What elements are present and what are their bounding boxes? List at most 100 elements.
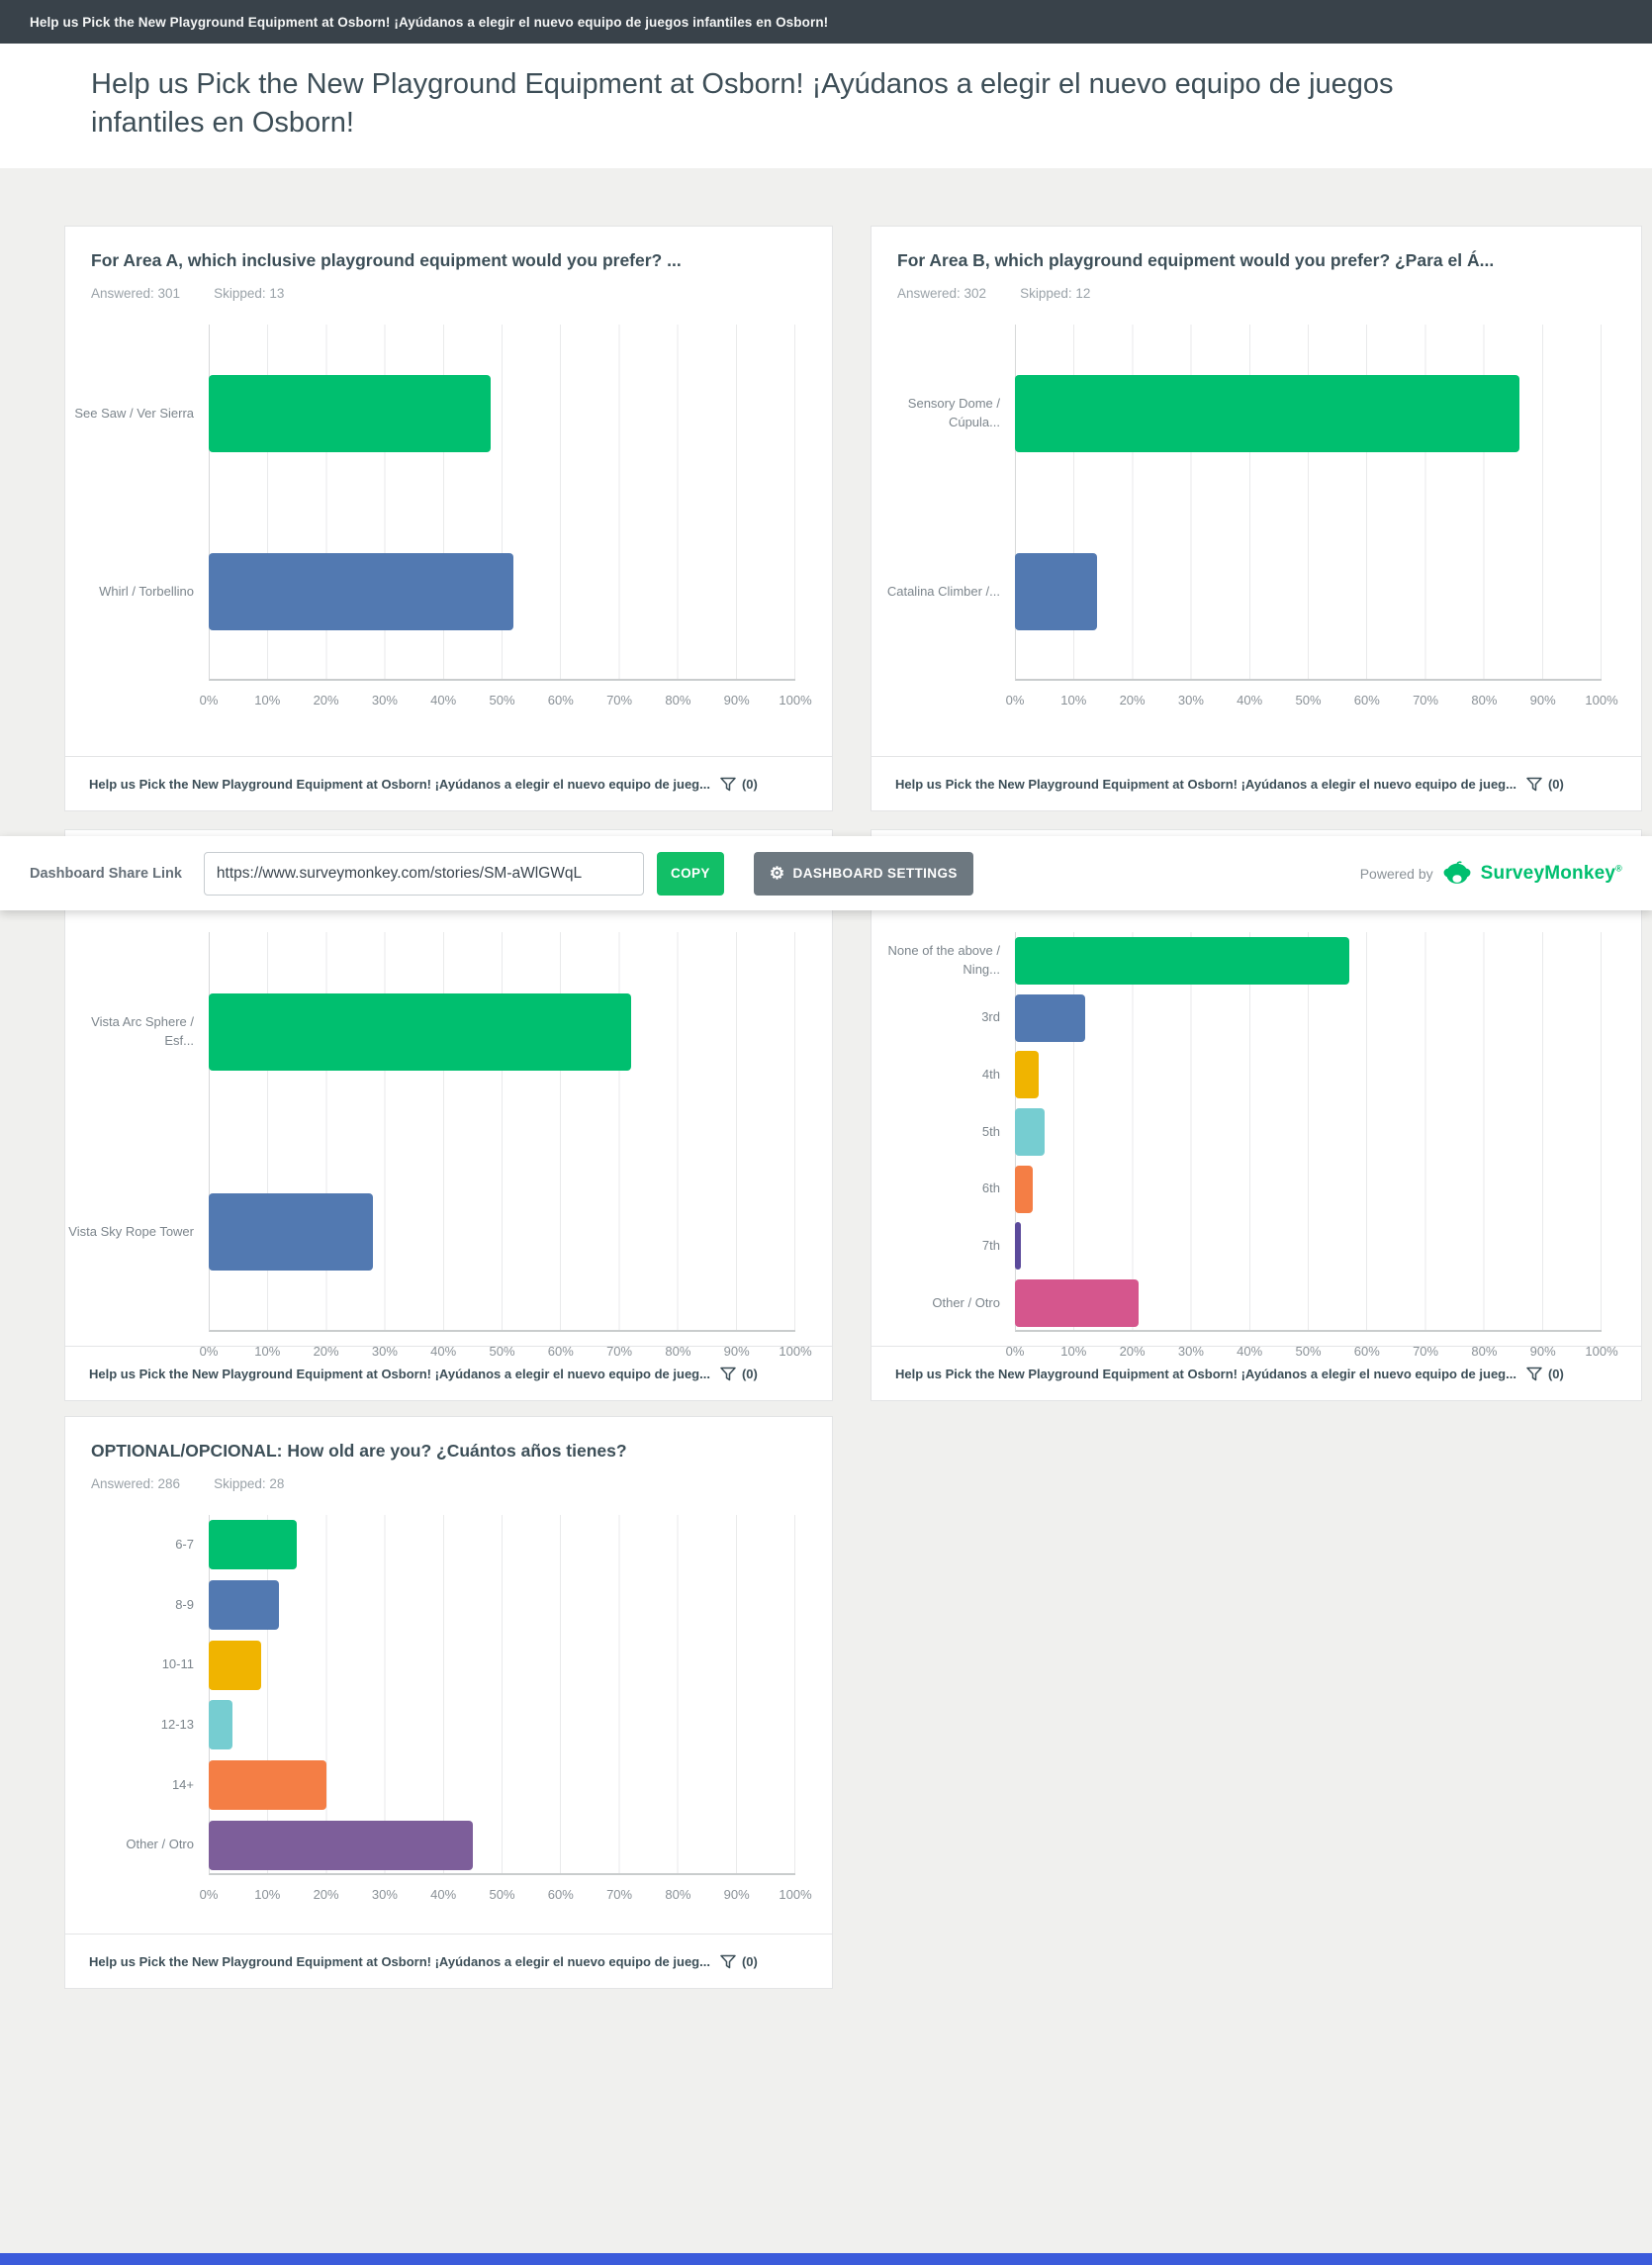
- powered-by: Powered by SurveyMonkey®: [1359, 860, 1622, 887]
- dashboard-settings-button[interactable]: ⚙ DASHBOARD SETTINGS: [753, 851, 973, 896]
- question-title: For Area A, which inclusive playground e…: [91, 250, 682, 270]
- bar-track: [1015, 1279, 1602, 1328]
- axis-tick: 20%: [1119, 1344, 1146, 1359]
- axis-tick: 50%: [1295, 1344, 1322, 1359]
- axis-tick: 70%: [606, 1887, 633, 1902]
- gear-icon: ⚙: [769, 864, 785, 883]
- bar-row: Other / Otro: [872, 1274, 1641, 1332]
- bar-label: 3rd: [981, 1009, 1000, 1025]
- filter-control[interactable]: (0): [720, 777, 758, 792]
- axis-tick: 40%: [430, 1344, 457, 1359]
- chart-card-grades: None of the above / Ning... 3rd 4th 5th 6th 7…: [871, 829, 1642, 1401]
- survey-link[interactable]: Help us Pick the New Playground Equipmen…: [89, 1953, 710, 1969]
- bar-row: Vista Sky Rope Tower: [65, 1132, 832, 1332]
- filter-funnel-icon: [1526, 777, 1542, 791]
- bar-label: None of the above / Ning...: [887, 943, 1000, 977]
- filter-count: (0): [1547, 1366, 1564, 1381]
- axis-tick: 10%: [254, 1887, 281, 1902]
- bar[interactable]: [1015, 1222, 1021, 1271]
- filter-control[interactable]: (0): [720, 1367, 758, 1381]
- bar[interactable]: [209, 1700, 232, 1750]
- bar[interactable]: [209, 993, 631, 1071]
- share-link-input[interactable]: [203, 851, 644, 896]
- bar[interactable]: [1015, 375, 1519, 452]
- bar-track: [209, 375, 795, 452]
- filter-control[interactable]: (0): [1526, 777, 1564, 792]
- bar[interactable]: [209, 553, 514, 630]
- axis-tick: 40%: [430, 693, 457, 708]
- bar-label: Sensory Dome / Cúpula...: [907, 396, 1000, 429]
- bar[interactable]: [209, 1820, 473, 1870]
- card-footer: Help us Pick the New Playground Equipmen…: [872, 756, 1641, 810]
- axis-tick: 30%: [1177, 1344, 1204, 1359]
- survey-link[interactable]: Help us Pick the New Playground Equipmen…: [89, 1366, 710, 1381]
- bar[interactable]: [209, 1760, 326, 1811]
- bar-label: 14+: [171, 1776, 194, 1792]
- axis-tick: 0%: [199, 693, 219, 708]
- survey-link[interactable]: Help us Pick the New Playground Equipmen…: [895, 1366, 1516, 1381]
- bar[interactable]: [1015, 1279, 1139, 1328]
- x-axis: 0% 10% 20% 30% 40% 50% 60% 70% 80% 90% 100%: [1006, 693, 1618, 714]
- bar-track: [209, 1580, 795, 1630]
- filter-control[interactable]: (0): [720, 1954, 758, 1969]
- bar[interactable]: [209, 1193, 374, 1271]
- axis-tick: 80%: [1471, 1344, 1498, 1359]
- chart-card-area-b: For Area B, which playground equipment w…: [871, 226, 1642, 811]
- bar-label: Catalina Climber /...: [886, 583, 1000, 599]
- bar[interactable]: [209, 1520, 297, 1570]
- axis-tick: 50%: [489, 1887, 515, 1902]
- bar-chart: None of the above / Ning... 3rd 4th 5th 6th 7…: [872, 932, 1641, 1366]
- card-footer: Help us Pick the New Playground Equipmen…: [872, 1346, 1641, 1400]
- bar-row: 3rd: [872, 990, 1641, 1047]
- card-footer: Help us Pick the New Playground Equipmen…: [65, 756, 832, 810]
- bar[interactable]: [209, 1580, 280, 1630]
- bar-row: 7th: [872, 1218, 1641, 1275]
- filter-control[interactable]: (0): [1526, 1367, 1564, 1381]
- axis-tick: 30%: [1177, 693, 1204, 708]
- surveymonkey-logo-icon: [1443, 860, 1471, 884]
- powered-by-label: Powered by: [1359, 865, 1433, 882]
- axis-tick: 10%: [1060, 1344, 1087, 1359]
- axis-tick: 60%: [1353, 693, 1380, 708]
- top-bar: Help us Pick the New Playground Equipmen…: [0, 0, 1652, 44]
- filter-count: (0): [1547, 776, 1564, 792]
- bar-chart: Vista Arc Sphere / Esf... Vista Sky Rope …: [65, 932, 832, 1366]
- axis-tick: 70%: [606, 693, 633, 708]
- bar[interactable]: [1015, 1051, 1039, 1099]
- axis-tick: 90%: [723, 1887, 750, 1902]
- axis-tick: 60%: [547, 1887, 574, 1902]
- answered-count: Answered: 302: [897, 286, 987, 301]
- bar-row: None of the above / Ning...: [872, 932, 1641, 990]
- axis-tick: 70%: [1413, 693, 1439, 708]
- bar-row: 8-9: [65, 1575, 832, 1636]
- question-meta: Answered: 286 Skipped: 28: [91, 1476, 806, 1491]
- bar[interactable]: [1015, 993, 1086, 1042]
- survey-link[interactable]: Help us Pick the New Playground Equipmen…: [895, 776, 1516, 792]
- axis-tick: 30%: [371, 1344, 398, 1359]
- copy-button[interactable]: COPY: [656, 851, 724, 896]
- bar[interactable]: [1015, 936, 1349, 985]
- surveymonkey-wordmark[interactable]: SurveyMonkey®: [1480, 862, 1622, 884]
- axis-tick: 80%: [665, 693, 691, 708]
- bar-label: 6-7: [175, 1536, 194, 1552]
- bar-label: 10-11: [161, 1656, 194, 1672]
- bar[interactable]: [1015, 553, 1098, 630]
- bar-track: [209, 1820, 795, 1870]
- bar-track: [1015, 553, 1602, 630]
- bar-label: 8-9: [175, 1596, 194, 1612]
- bar[interactable]: [1015, 1165, 1033, 1213]
- x-axis: 0% 10% 20% 30% 40% 50% 60% 70% 80% 90% 100%: [200, 693, 812, 714]
- axis-tick: 70%: [1413, 1344, 1439, 1359]
- page-header: Help us Pick the New Playground Equipmen…: [0, 44, 1652, 168]
- bar[interactable]: [209, 375, 491, 452]
- axis-tick: 80%: [665, 1344, 691, 1359]
- bar-row: 5th: [872, 1103, 1641, 1161]
- axis-tick: 100%: [1585, 693, 1618, 708]
- x-axis: 0% 10% 20% 30% 40% 50% 60% 70% 80% 90% 100%: [200, 1344, 812, 1366]
- bar[interactable]: [209, 1640, 262, 1690]
- bar[interactable]: [1015, 1108, 1045, 1157]
- axis-tick: 30%: [371, 1887, 398, 1902]
- survey-link[interactable]: Help us Pick the New Playground Equipmen…: [89, 776, 710, 792]
- axis-tick: 70%: [606, 1344, 633, 1359]
- share-link-label: Dashboard Share Link: [30, 865, 182, 882]
